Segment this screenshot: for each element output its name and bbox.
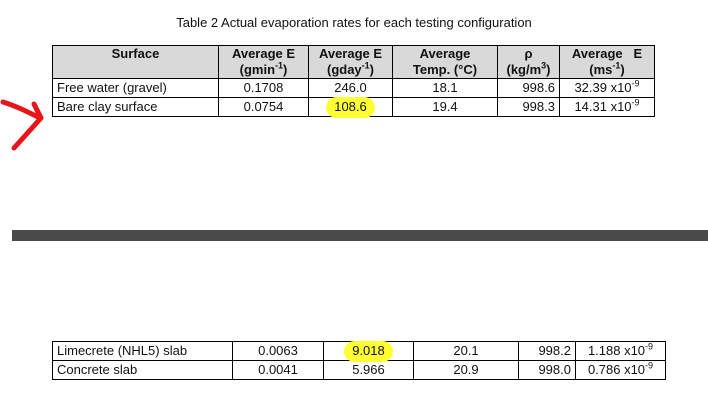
header-average-e-ms: Average E (ms-1) — [559, 45, 655, 79]
cell-surface: Free water (gravel) — [52, 78, 219, 98]
table-header-row: Surface Average E (gmin-1) Average E (gday… — [52, 45, 655, 79]
table-row: Concrete slab 0.0041 5.966 20.9 998.0 0.… — [52, 360, 666, 380]
evaporation-table: Surface Average E (gmin-1) Average E (gday… — [52, 45, 655, 118]
highlight-mark: 108.6 — [326, 97, 375, 118]
cell-temp: 18.1 — [392, 78, 498, 98]
cell-surface: Limecrete (NHL5) slab — [52, 341, 233, 361]
header-surface: Surface — [52, 45, 219, 79]
cell-e-ms: 1.188 x10-9 — [575, 341, 666, 361]
cell-e-gmin: 0.0063 — [232, 341, 324, 361]
table-row: Bare clay surface 0.0754 108.6 19.4 998.… — [52, 97, 655, 118]
header-density: ρ (kg/m3) — [497, 45, 560, 79]
cell-density: 998.2 — [518, 341, 576, 361]
table-row: Free water (gravel) 0.1708 246.0 18.1 99… — [52, 78, 655, 98]
cell-e-ms: 32.39 x10-9 — [559, 78, 655, 98]
highlight-mark: 9.018 — [344, 341, 393, 362]
header-average-e-gday: Average E (gday-1) — [308, 45, 393, 79]
cell-e-gmin: 0.0041 — [232, 360, 324, 380]
table-caption: Table 2 Actual evaporation rates for eac… — [176, 15, 532, 30]
header-average-e-gmin: Average E (gmin-1) — [218, 45, 309, 79]
cell-density: 998.6 — [497, 78, 560, 98]
cell-temp: 20.1 — [413, 341, 519, 361]
header-average-temp: Average Temp. (°C) — [392, 45, 498, 79]
red-arrow-icon — [0, 99, 44, 151]
table-row: Limecrete (NHL5) slab 0.0063 9.018 20.1 … — [52, 341, 666, 362]
cell-temp: 19.4 — [392, 97, 498, 117]
cell-e-gday-highlighted: 9.018 — [323, 341, 414, 362]
cell-e-gday: 246.0 — [308, 78, 393, 98]
cell-surface: Bare clay surface — [52, 97, 219, 117]
cell-e-gday: 5.966 — [323, 360, 414, 380]
cell-e-gmin: 0.0754 — [218, 97, 309, 117]
cell-e-ms: 0.786 x10-9 — [575, 360, 666, 380]
evaporation-table-continued: Limecrete (NHL5) slab 0.0063 9.018 20.1 … — [52, 341, 666, 380]
page-divider — [12, 230, 708, 241]
cell-density: 998.0 — [518, 360, 576, 380]
cell-e-gmin: 0.1708 — [218, 78, 309, 98]
cell-temp: 20.9 — [413, 360, 519, 380]
cell-surface: Concrete slab — [52, 360, 233, 380]
cell-e-ms: 14.31 x10-9 — [559, 97, 655, 117]
cell-density: 998.3 — [497, 97, 560, 117]
cell-e-gday-highlighted: 108.6 — [308, 97, 393, 118]
